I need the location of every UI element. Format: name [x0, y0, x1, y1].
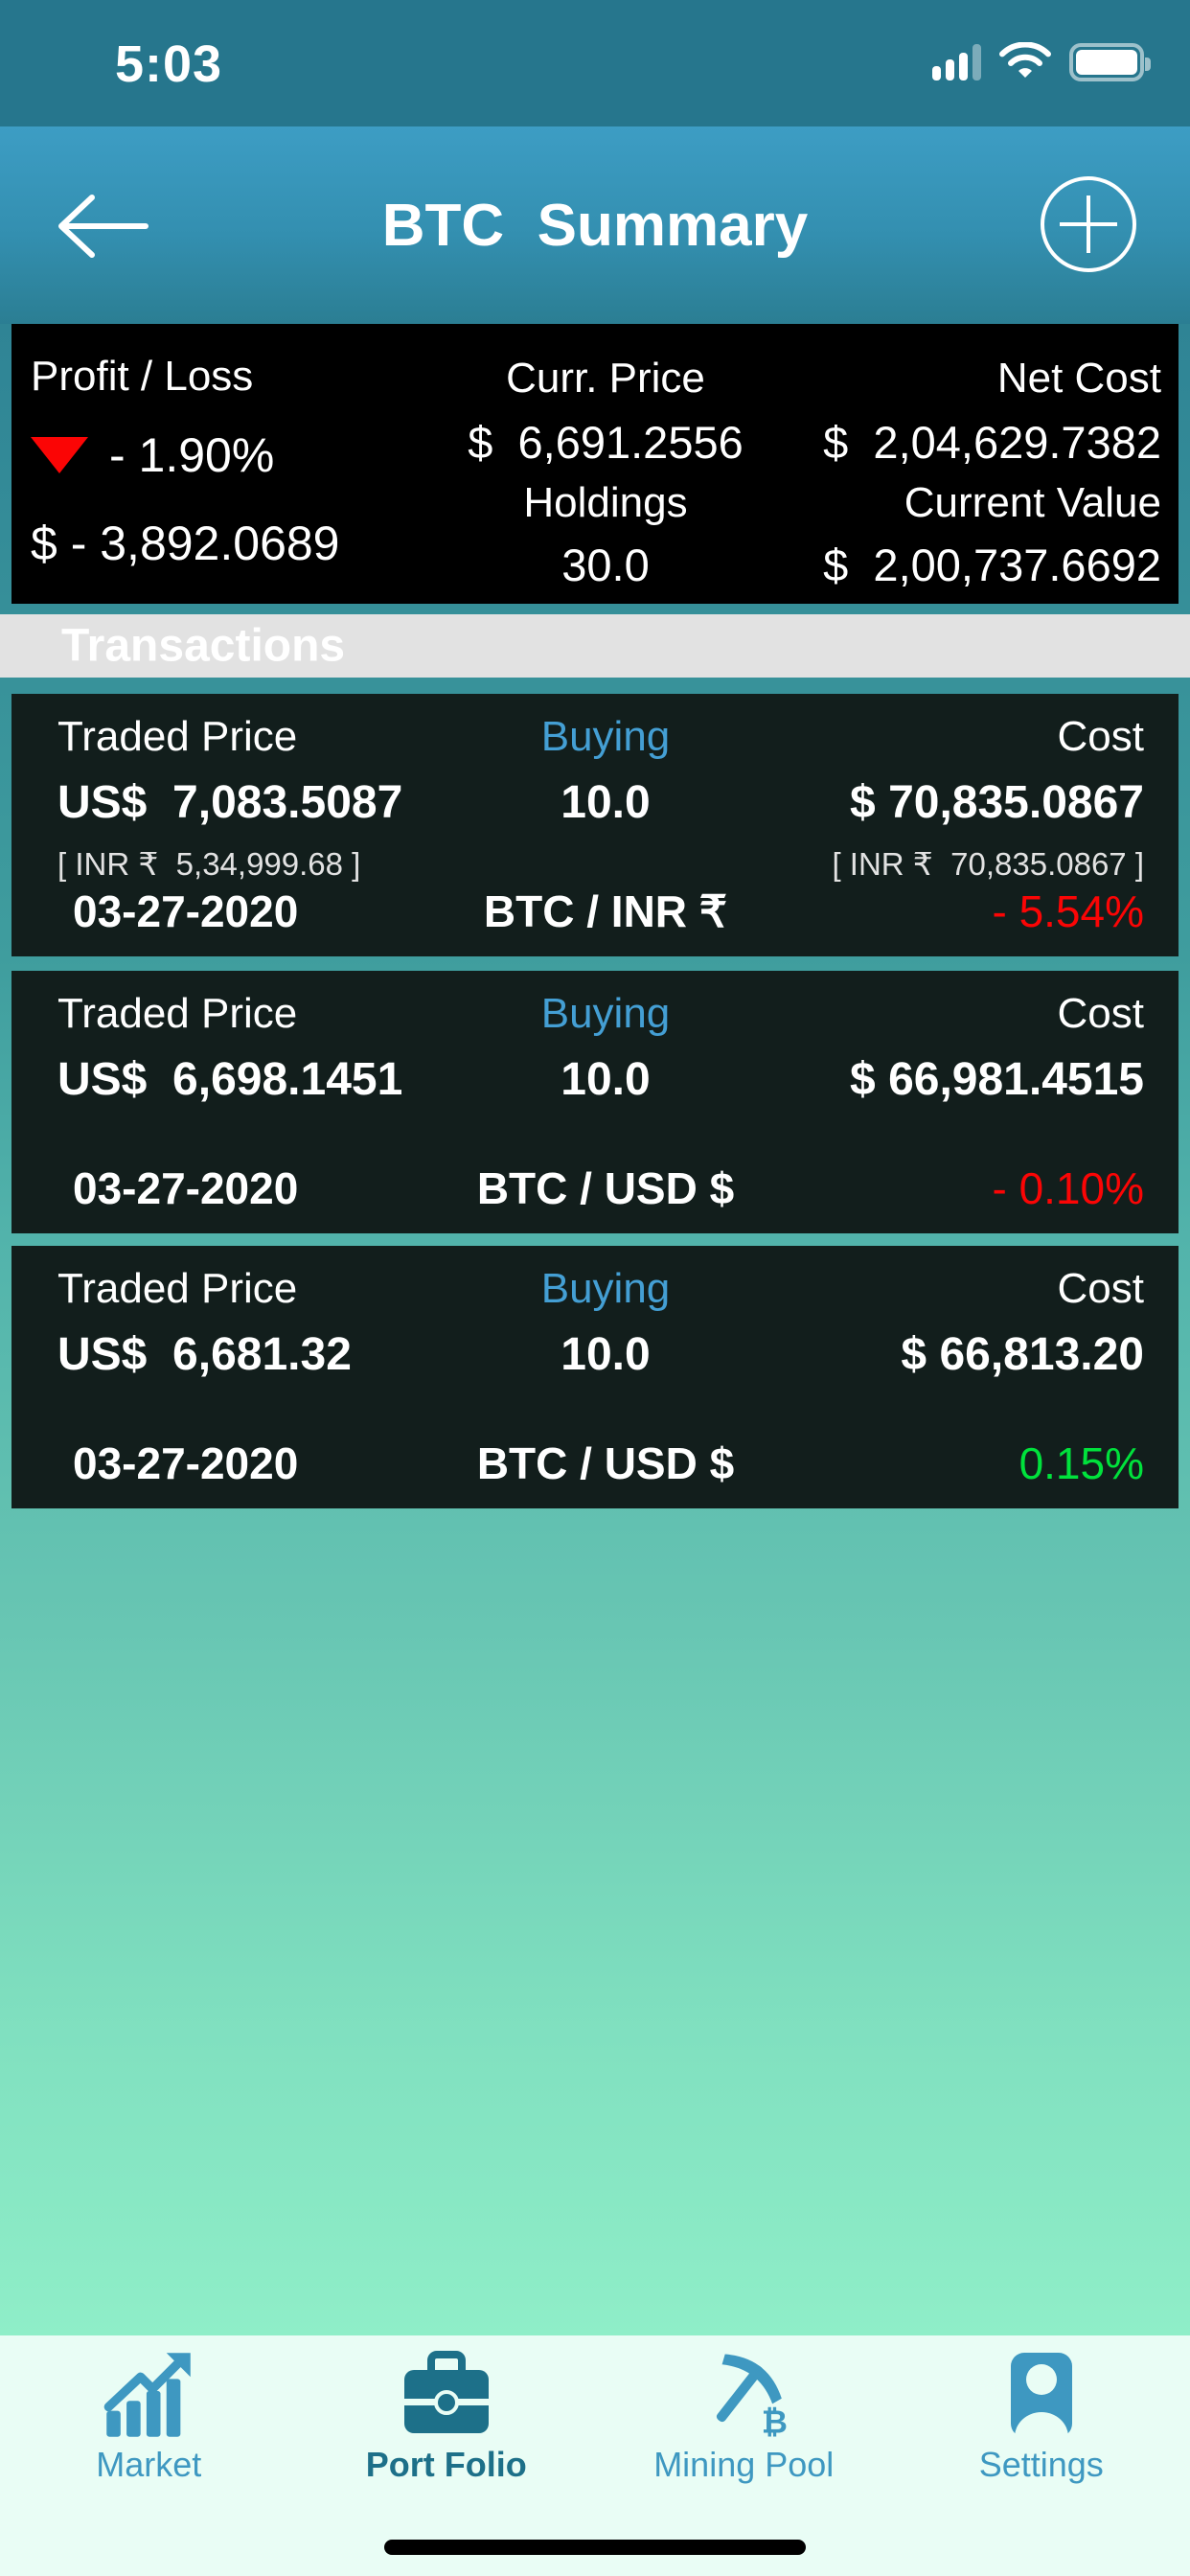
trade-pair: BTC / USD $: [476, 1438, 735, 1488]
home-indicator[interactable]: [384, 2540, 806, 2555]
cost-value: $ 66,981.4515: [850, 1054, 1144, 1105]
tab-mining-pool[interactable]: ₿ Mining Pool: [595, 2335, 893, 2576]
summary-card: Profit / Loss - 1.90% $ - 3,892.0689 Cur…: [11, 324, 1179, 604]
cost-value: $ 66,813.20: [901, 1329, 1144, 1380]
clock-time: 5:03: [115, 35, 223, 93]
trade-pair: BTC / INR ₹: [483, 886, 728, 936]
tab-settings[interactable]: Settings: [893, 2335, 1190, 2576]
quantity-value: 10.0: [561, 1054, 651, 1105]
trade-date: 03-27-2020: [73, 886, 299, 936]
tab-portfolio[interactable]: Port Folio: [298, 2335, 596, 2576]
trade-date: 03-27-2020: [73, 1438, 299, 1488]
trade-pair: BTC / USD $: [476, 1163, 735, 1213]
traded-price-inr: [ INR ₹ 5,34,999.68 ]: [57, 846, 361, 882]
profit-loss-label: Profit / Loss: [31, 353, 254, 400]
traded-price-value: US$ 6,681.32: [57, 1329, 352, 1380]
transactions-title: Transactions: [61, 620, 346, 672]
settings-profile-icon: [992, 2347, 1091, 2443]
current-value-value: $ 2,00,737.6692: [823, 540, 1161, 590]
navigation-header: BTC Summary: [0, 126, 1190, 324]
traded-price-label: Traded Price: [57, 713, 298, 760]
cost-value: $ 70,835.0867: [850, 777, 1144, 828]
wifi-icon: [999, 42, 1051, 78]
traded-price-label: Traded Price: [57, 990, 298, 1037]
tab-label: Market: [96, 2445, 202, 2484]
trade-type-label: Buying: [540, 990, 671, 1037]
change-percent: - 5.54%: [992, 886, 1144, 936]
bottom-tab-bar: Market Port Folio: [0, 2335, 1190, 2576]
traded-price-value: US$ 6,698.1451: [57, 1054, 403, 1105]
profit-loss-value: $ - 3,892.0689: [31, 517, 340, 570]
loss-triangle-icon: [31, 437, 88, 473]
change-percent: - 0.10%: [992, 1163, 1144, 1213]
cost-label: Cost: [1057, 1265, 1144, 1312]
transaction-row[interactable]: Traded Price Buying Cost US$ 6,698.1451 …: [11, 971, 1179, 1233]
profit-loss-percent: - 1.90%: [31, 427, 274, 483]
market-chart-icon: [99, 2347, 198, 2443]
change-percent: 0.15%: [1018, 1438, 1144, 1488]
trade-date: 03-27-2020: [73, 1163, 299, 1213]
cost-label: Cost: [1057, 713, 1144, 760]
trade-type-label: Buying: [540, 1265, 671, 1312]
page-title: BTC Summary: [381, 193, 809, 259]
portfolio-briefcase-icon: [397, 2347, 496, 2443]
net-cost-value: $ 2,04,629.7382: [823, 417, 1161, 468]
curr-price-value: $ 6,691.2556: [468, 417, 744, 468]
transaction-row[interactable]: Traded Price Buying Cost US$ 7,083.5087 …: [11, 694, 1179, 956]
traded-price-label: Traded Price: [57, 1265, 298, 1312]
status-bar: 5:03: [0, 0, 1190, 126]
current-value-label: Current Value: [904, 479, 1161, 526]
tab-label: Port Folio: [365, 2445, 527, 2484]
svg-text:₿: ₿: [762, 2404, 788, 2441]
mining-pickaxe-icon: ₿: [694, 2347, 793, 2443]
quantity-value: 10.0: [561, 1329, 651, 1380]
holdings-label: Holdings: [523, 479, 688, 526]
tab-market[interactable]: Market: [0, 2335, 298, 2576]
traded-price-value: US$ 7,083.5087: [57, 777, 403, 828]
curr-price-label: Curr. Price: [506, 355, 705, 402]
quantity-value: 10.0: [561, 777, 651, 828]
cost-inr: [ INR ₹ 70,835.0867 ]: [832, 846, 1144, 882]
cellular-signal-icon: [932, 44, 981, 80]
trade-type-label: Buying: [540, 713, 671, 760]
transaction-row[interactable]: Traded Price Buying Cost US$ 6,681.32 10…: [11, 1246, 1179, 1508]
tab-label: Mining Pool: [653, 2445, 835, 2484]
cost-label: Cost: [1057, 990, 1144, 1037]
tab-label: Settings: [978, 2445, 1104, 2484]
holdings-value: 30.0: [561, 540, 650, 590]
back-arrow-icon[interactable]: [50, 188, 155, 264]
net-cost-label: Net Cost: [996, 355, 1161, 402]
add-transaction-button[interactable]: [1041, 176, 1136, 272]
transactions-section-header: Transactions: [0, 614, 1190, 678]
battery-icon: [1069, 43, 1151, 81]
